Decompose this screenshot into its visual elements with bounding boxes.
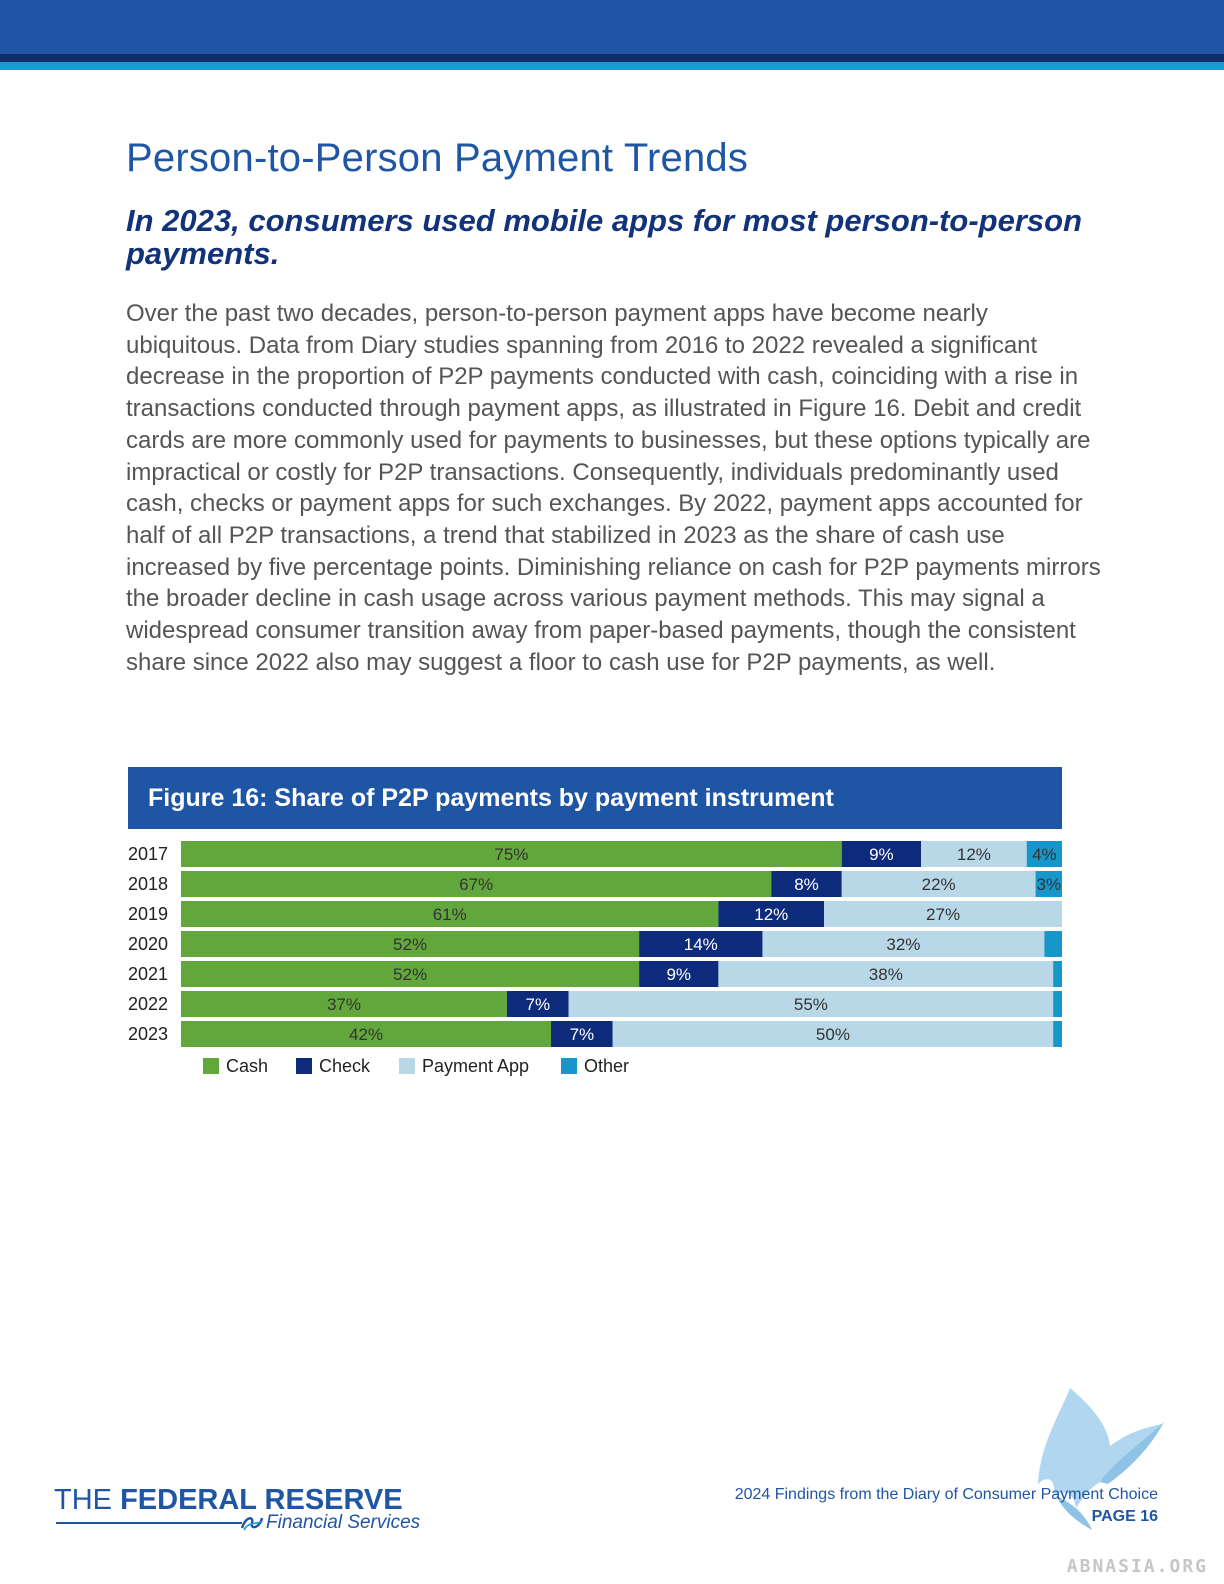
p2p-stacked-bar-chart: 2017 75% 9% 12% 4% 2018 67% 8% 22% 3% 2019 61% 12% 27… bbox=[128, 841, 1062, 1076]
data-label: 50% bbox=[816, 1025, 850, 1044]
bar-segment-payment-app bbox=[841, 871, 1036, 897]
top-banner-stripe-light bbox=[0, 62, 1224, 70]
bar-segment-other bbox=[1053, 991, 1062, 1017]
bar-segment-payment-app bbox=[718, 961, 1054, 987]
bar-segment-cash bbox=[181, 1021, 552, 1047]
figure-title: Figure 16: Share of P2P payments by paym… bbox=[148, 783, 834, 812]
data-label: 52% bbox=[393, 965, 427, 984]
bar-segment-payment-app bbox=[568, 991, 1054, 1017]
data-label: 38% bbox=[869, 965, 903, 984]
data-label: 32% bbox=[886, 935, 920, 954]
data-label: 27% bbox=[926, 905, 960, 924]
data-label: 37% bbox=[327, 995, 361, 1014]
legend-swatch bbox=[296, 1058, 312, 1074]
data-label: 42% bbox=[349, 1025, 383, 1044]
y-tick-label: 2018 bbox=[128, 874, 168, 894]
data-label: 7% bbox=[570, 1025, 595, 1044]
y-tick-label: 2023 bbox=[128, 1024, 168, 1044]
bar-segment-payment-app bbox=[612, 1021, 1054, 1047]
bar-segment-other bbox=[1044, 931, 1062, 957]
federal-reserve-logo: THE FEDERAL RESERVE Financial Services bbox=[54, 1484, 420, 1544]
bar-segment-check bbox=[551, 1021, 613, 1047]
bar-segment-check bbox=[639, 931, 763, 957]
y-tick-label: 2017 bbox=[128, 844, 168, 864]
legend-swatch bbox=[561, 1058, 577, 1074]
bar-segment-cash bbox=[181, 961, 640, 987]
legend-label: Cash bbox=[226, 1056, 268, 1076]
logo-name: FEDERAL RESERVE bbox=[120, 1484, 403, 1516]
data-label: 22% bbox=[922, 875, 956, 894]
bar-segment-check bbox=[718, 901, 825, 927]
bar-segment-cash bbox=[181, 991, 507, 1017]
body-paragraph: Over the past two decades, person-to-per… bbox=[126, 300, 1101, 676]
data-label: 55% bbox=[794, 995, 828, 1014]
page-subtitle: In 2023, consumers used mobile apps for … bbox=[126, 203, 1083, 271]
page-title: Person-to-Person Payment Trends bbox=[126, 136, 749, 180]
bar-segment-other bbox=[1053, 1021, 1062, 1047]
y-tick-label: 2020 bbox=[128, 934, 168, 954]
top-banner bbox=[0, 0, 1224, 54]
data-label: 52% bbox=[393, 935, 427, 954]
footer-page-number: PAGE 16 bbox=[1091, 1508, 1158, 1525]
data-label: 8% bbox=[794, 875, 819, 894]
logo-the: THE bbox=[54, 1484, 112, 1516]
data-label: 9% bbox=[666, 965, 691, 984]
legend-label: Check bbox=[319, 1056, 371, 1076]
eagle-icon bbox=[1038, 1388, 1164, 1530]
data-label: 61% bbox=[433, 905, 467, 924]
bar-segment-other bbox=[1026, 841, 1062, 867]
financial-services-swirl-icon bbox=[240, 1517, 264, 1531]
bar-segment-payment-app bbox=[921, 841, 1027, 867]
footer-document-title: 2024 Findings from the Diary of Consumer… bbox=[734, 1486, 1158, 1503]
y-tick-label: 2021 bbox=[128, 964, 168, 984]
bar-segment-cash bbox=[181, 901, 719, 927]
bar-segment-payment-app bbox=[824, 901, 1062, 927]
watermark: ABNASIA.ORG bbox=[1066, 1556, 1208, 1577]
logo-divider bbox=[56, 1522, 242, 1524]
bar-segment-other bbox=[1035, 871, 1062, 897]
bar-segment-check bbox=[506, 991, 569, 1017]
logo-financial-services: Financial Services bbox=[266, 1512, 421, 1533]
y-tick-label: 2019 bbox=[128, 904, 168, 924]
bar-segment-cash bbox=[181, 871, 772, 897]
top-banner-stripe-dark bbox=[0, 54, 1224, 62]
data-label: 3% bbox=[1036, 875, 1061, 894]
legend-swatch bbox=[203, 1058, 219, 1074]
data-label: 67% bbox=[459, 875, 493, 894]
legend-swatch bbox=[399, 1058, 415, 1074]
y-tick-label: 2022 bbox=[128, 994, 168, 1014]
legend-label: Payment App bbox=[422, 1056, 529, 1076]
bar-segment-cash bbox=[181, 841, 842, 867]
bar-segment-other bbox=[1053, 961, 1062, 987]
data-label: 12% bbox=[754, 905, 788, 924]
data-label: 4% bbox=[1032, 845, 1057, 864]
figure-header: Figure 16: Share of P2P payments by paym… bbox=[128, 767, 1062, 829]
bar-segment-cash bbox=[181, 931, 640, 957]
data-label: 75% bbox=[494, 845, 528, 864]
data-label: 14% bbox=[684, 935, 718, 954]
data-label: 7% bbox=[526, 995, 551, 1014]
bar-segment-check bbox=[771, 871, 842, 897]
bar-segment-check bbox=[841, 841, 922, 867]
legend-label: Other bbox=[584, 1056, 629, 1076]
data-label: 12% bbox=[957, 845, 991, 864]
bar-segment-check bbox=[639, 961, 719, 987]
data-label: 9% bbox=[869, 845, 894, 864]
bar-segment-payment-app bbox=[762, 931, 1045, 957]
